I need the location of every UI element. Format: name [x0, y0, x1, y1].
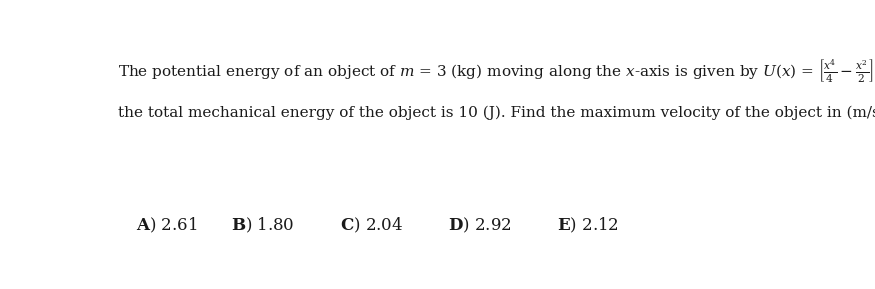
Text: $\bf{B}$) 1.80: $\bf{B}$) 1.80: [231, 216, 295, 235]
Text: The potential energy of an object of $m$ = 3 (kg) moving along the $x$-axis is g: The potential energy of an object of $m$…: [117, 57, 875, 84]
Text: $\bf{D}$) 2.92: $\bf{D}$) 2.92: [449, 216, 512, 235]
Text: $\bf{E}$) 2.12: $\bf{E}$) 2.12: [557, 216, 619, 235]
Text: $\bf{C}$) 2.04: $\bf{C}$) 2.04: [340, 216, 403, 235]
Text: the total mechanical energy of the object is 10 (J). Find the maximum velocity o: the total mechanical energy of the objec…: [117, 106, 875, 120]
Text: $\bf{A}$) 2.61: $\bf{A}$) 2.61: [136, 216, 198, 235]
